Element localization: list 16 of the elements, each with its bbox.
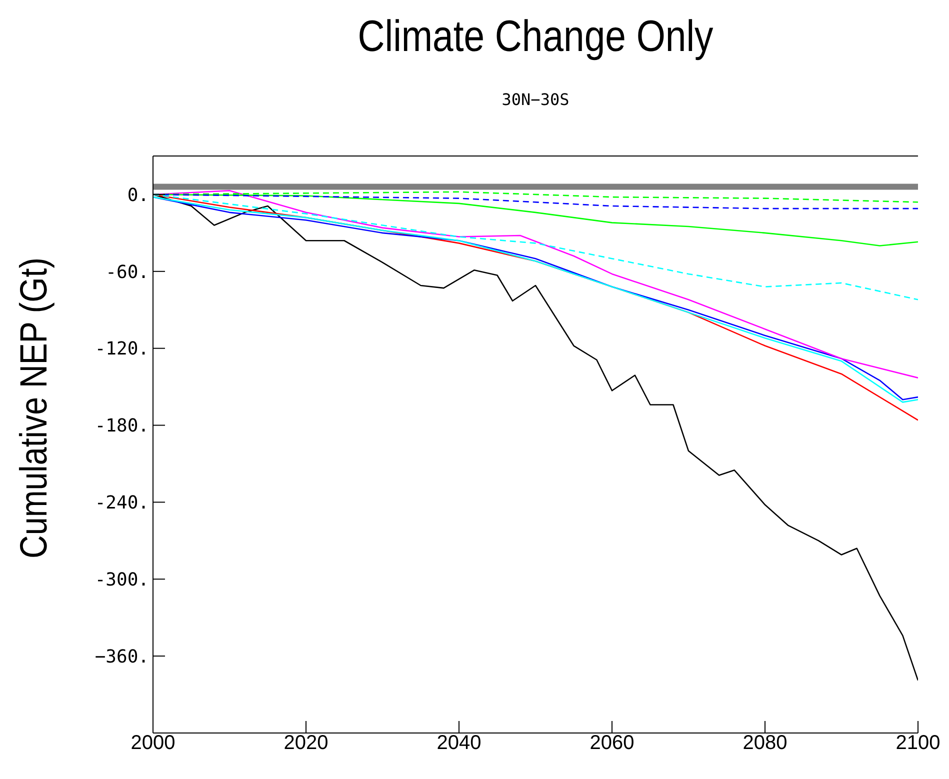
y-tick-label: -240.: [94, 492, 149, 514]
y-tick-label: -60.: [106, 262, 149, 283]
y-tick-label: -180.: [94, 416, 149, 437]
x-tick-label: 2000: [130, 732, 176, 754]
x-tick-label: 2100: [896, 732, 940, 754]
y-axis-title: Cumulative NEP (Gt): [14, 258, 56, 558]
chart-subtitle: 30N−30S: [500, 90, 570, 109]
y-tick-label: −360.: [94, 646, 149, 668]
x-tick-label: 2040: [436, 732, 482, 754]
y-tick-label: -300.: [94, 570, 149, 591]
y-tick-label: 0.: [127, 184, 149, 206]
y-tick-label: -120.: [94, 338, 149, 360]
x-tick-label: 2080: [742, 732, 788, 754]
chart-title: Climate Change Only: [356, 12, 714, 62]
x-tick-label: 2060: [590, 732, 634, 754]
x-tick-label: 2020: [284, 732, 328, 754]
